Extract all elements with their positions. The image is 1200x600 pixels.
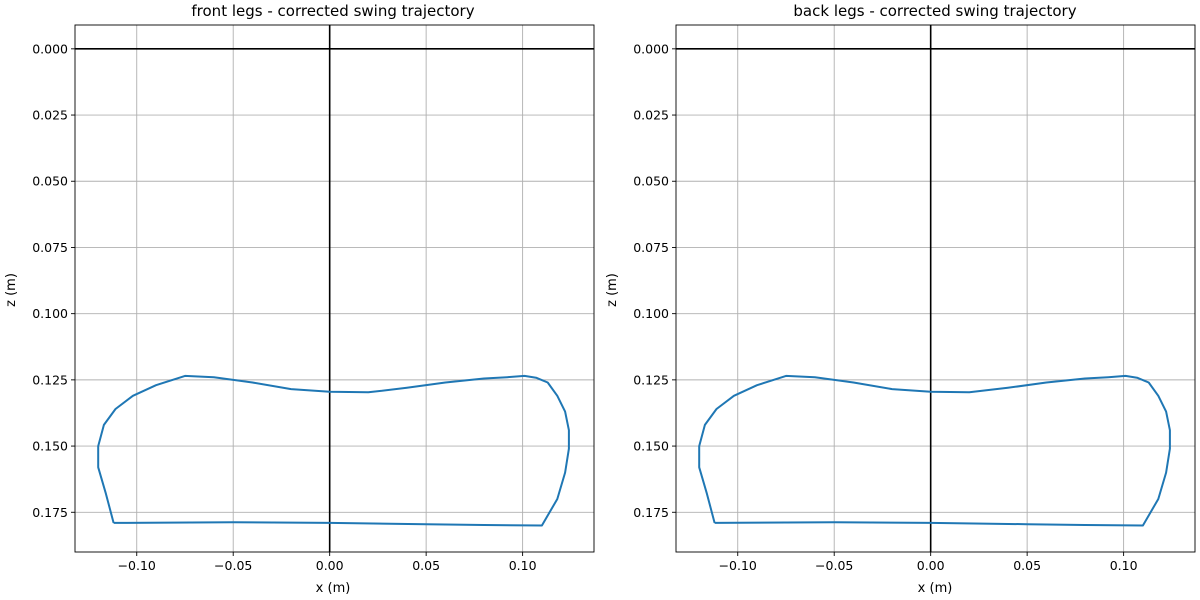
x-tick-label: 0.10	[1110, 558, 1138, 573]
y-tick-label: 0.000	[32, 41, 68, 56]
x-tick-label: −0.05	[815, 558, 853, 573]
y-tick-label: 0.125	[32, 372, 68, 387]
y-tick-label: 0.050	[32, 174, 68, 189]
y-tick-label: 0.050	[633, 174, 669, 189]
x-tick-label: 0.10	[509, 558, 537, 573]
x-axis-label: x (m)	[316, 581, 351, 596]
x-tick-label: −0.05	[214, 558, 252, 573]
axes-frame	[74, 24, 595, 553]
y-tick-label: 0.075	[32, 240, 68, 255]
front-legs-subplot: front legs - corrected swing trajectory …	[4, 2, 595, 596]
back-legs-subplot: back legs - corrected swing trajectory x…	[605, 2, 1196, 596]
y-tick-label: 0.025	[633, 108, 669, 123]
y-tick-label: 0.100	[633, 306, 669, 321]
y-axis-label: z (m)	[605, 273, 620, 307]
x-tick-label: 0.05	[1013, 558, 1041, 573]
y-tick-label: 0.150	[32, 439, 68, 454]
chart-title: back legs - corrected swing trajectory	[793, 2, 1076, 20]
y-tick-label: 0.100	[32, 306, 68, 321]
trajectory-line	[698, 374, 1171, 527]
x-tick-label: 0.00	[316, 558, 344, 573]
axes-frame	[675, 24, 1196, 553]
y-axis-label: z (m)	[4, 273, 19, 307]
y-tick-label: 0.025	[32, 108, 68, 123]
y-tick-label: 0.175	[633, 505, 669, 520]
x-axis-label: x (m)	[918, 581, 953, 596]
x-tick-label: 0.05	[412, 558, 440, 573]
y-tick-label: 0.125	[633, 372, 669, 387]
y-tick-label: 0.175	[32, 505, 68, 520]
y-tick-label: 0.150	[633, 439, 669, 454]
y-tick-label: 0.000	[633, 41, 669, 56]
x-tick-label: 0.00	[917, 558, 945, 573]
chart-title: front legs - corrected swing trajectory	[191, 2, 474, 20]
y-tick-label: 0.075	[633, 240, 669, 255]
x-tick-label: −0.10	[719, 558, 757, 573]
x-tick-label: −0.10	[118, 558, 156, 573]
trajectory-line	[97, 374, 570, 527]
